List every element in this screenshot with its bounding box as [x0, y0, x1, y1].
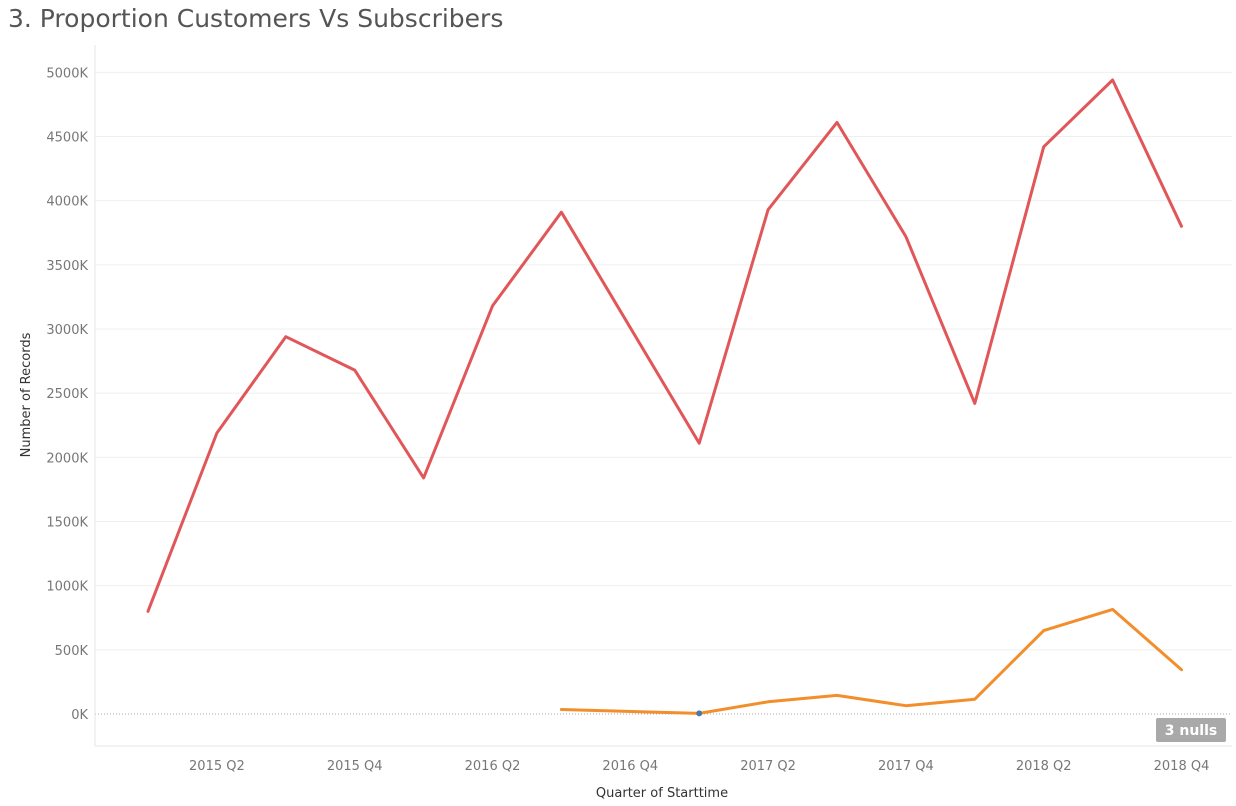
highlight-point[interactable] [696, 710, 703, 717]
nulls-badge-background[interactable] [1156, 718, 1226, 742]
y-tick-label: 3000K [46, 323, 88, 338]
chart-title: 3. Proportion Customers Vs Subscribers [8, 4, 504, 33]
series-line-1[interactable] [146, 78, 1183, 613]
y-tick-label: 4500K [46, 131, 88, 146]
y-tick-label: 1500K [46, 516, 88, 531]
y-tick-labels: 0K 500K 1000K 1500K 2000K 2500K 3000K 3500K 4000… [46, 66, 88, 723]
x-tick-label: 2016 Q2 [465, 759, 521, 774]
x-tick-label: 2015 Q2 [189, 759, 245, 774]
y-axis-label: Number of Records [19, 332, 34, 457]
x-tick-label: 2015 Q4 [327, 759, 383, 774]
x-tick-label: 2017 Q4 [878, 759, 934, 774]
x-tick-label: 2018 Q2 [1016, 759, 1072, 774]
y-tick-label: 2500K [46, 387, 88, 402]
series-lines [146, 78, 1183, 717]
nulls-indicator[interactable]: 3 nulls [1156, 718, 1226, 742]
y-tick-label: 4000K [46, 195, 88, 210]
y-tick-label: 3500K [46, 259, 88, 274]
axes [94, 45, 1232, 747]
x-tick-label: 2016 Q4 [602, 759, 658, 774]
y-tick-label: 2000K [46, 451, 88, 466]
y-tick-label: 1000K [46, 580, 88, 595]
x-axis-label: Quarter of Starttime [596, 786, 728, 801]
series-line-2[interactable] [559, 607, 1183, 715]
y-tick-label: 5000K [46, 66, 88, 81]
x-tick-label: 2018 Q4 [1154, 759, 1210, 774]
y-tick-label: 0K [71, 708, 88, 723]
nulls-badge-label[interactable]: 3 nulls [1165, 723, 1217, 739]
y-tick-label: 500K [55, 644, 89, 659]
x-tick-labels: 2015 Q2 2015 Q4 2016 Q2 2016 Q4 2017 Q2 2017 … [189, 759, 1209, 774]
grid-lines [95, 71, 1232, 651]
x-tick-label: 2017 Q2 [740, 759, 796, 774]
